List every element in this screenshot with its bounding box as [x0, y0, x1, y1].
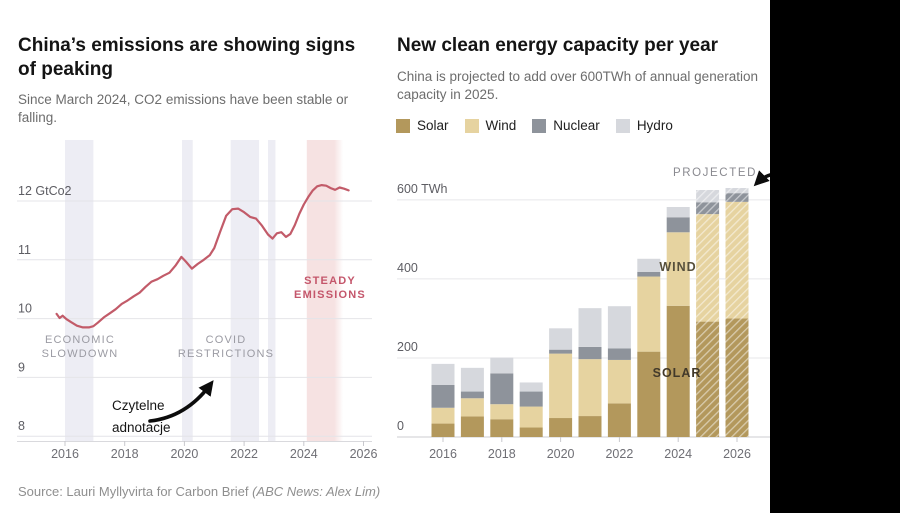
bar-segment-nuclear-2024: [666, 217, 690, 233]
x-axis-tick-label: 2020: [547, 447, 575, 461]
bar-segment-hydro-2023: [637, 258, 661, 272]
legend-swatch-wind: [464, 118, 479, 133]
bar-segment-wind-2022: [607, 359, 631, 404]
legend-item-wind: Wind: [464, 118, 517, 133]
bar-segment-wind-2016: [431, 407, 455, 424]
economic-slowdown-band: [65, 140, 94, 441]
note-arrow: [148, 380, 214, 423]
bar-segment-hydro-2017: [460, 367, 484, 392]
bar-segment-solar-2019: [519, 427, 543, 437]
y-axis-tick-label: 9: [18, 360, 25, 374]
legend-label-hydro: Hydro: [636, 118, 673, 133]
x-axis-tick-label: 2016: [51, 447, 79, 461]
covid-restrictions-label: COVID RESTRICTIONS: [178, 334, 274, 360]
bar-segment-wind-2020: [549, 353, 573, 419]
covid-band-2: [230, 140, 260, 441]
bar-segment-solar-2021: [578, 416, 602, 437]
y-axis-tick-label: 11: [18, 243, 31, 257]
x-axis-tick-label: 2026: [350, 447, 378, 461]
bar-segment-hydro-2020: [549, 328, 573, 350]
economic-slowdown-label: ECONOMIC SLOWDOWN: [42, 334, 119, 360]
bar-segment-wind-2019: [519, 406, 543, 428]
bar-segment-solar-2023: [637, 351, 661, 437]
legend-item-hydro: Hydro: [615, 118, 673, 133]
x-axis-tick-label: 2016: [429, 447, 457, 461]
bar-segment-wind-2023: [637, 276, 661, 352]
wind-segment-label: WIND: [659, 260, 696, 274]
bar-segment-nuclear-2019: [519, 391, 543, 407]
bar-segment-wind-2021: [578, 359, 602, 417]
legend-swatch-solar: [396, 118, 410, 133]
emissions-line-chart: 8 9 10 11 12 GtCo2 2016 2018 2020 2022 2024 2026 EC…: [17, 140, 378, 461]
legend-label-solar: Solar: [417, 118, 449, 133]
bar-segment-solar-2017: [460, 416, 484, 437]
bar-segment-solar-2022: [607, 403, 631, 437]
emissions-chart-header: China’s emissions are showing signs of p…: [18, 34, 378, 127]
emissions-chart-title: China’s emissions are showing signs of p…: [18, 35, 356, 80]
projected-hatch-overlay-2026: [725, 188, 749, 437]
source-note: Source: Lauri Myllyvirta for Carbon Brie…: [18, 484, 380, 499]
bar-segment-nuclear-2017: [460, 391, 484, 399]
capacity-chart-title: New clean energy capacity per year: [397, 35, 719, 56]
y-axis-tick-label: 10: [18, 302, 32, 316]
bar-segment-hydro-2016: [431, 363, 455, 385]
bar-segment-nuclear-2023: [637, 271, 661, 277]
bar-segment-solar-2016: [431, 423, 455, 437]
bar-segment-hydro-2024: [666, 206, 690, 218]
bar-segment-wind-2017: [460, 398, 484, 417]
bar-segment-hydro-2022: [607, 306, 631, 349]
x-axis-tick-label: 2026: [723, 447, 751, 461]
covid-band-1: [182, 140, 193, 441]
y-axis-tick-label: 8: [18, 419, 25, 433]
readable-annotations-note: Czytelne adnotacje: [112, 398, 171, 435]
capacity-chart-legend: Solar Wind Nuclear Hydro: [396, 118, 673, 133]
legend-label-nuclear: Nuclear: [553, 118, 600, 133]
emissions-chart-subtitle: Since March 2024, CO2 emissions have bee…: [18, 92, 349, 126]
legend-swatch-hydro: [615, 118, 630, 133]
bar-segment-hydro-2019: [519, 382, 543, 392]
x-axis-tick-label: 2022: [605, 447, 633, 461]
bar-segment-solar-2024: [666, 305, 690, 437]
bar-segment-hydro-2018: [490, 357, 514, 374]
y-axis-tick-label: 12 GtCo2: [18, 184, 72, 198]
legend-label-wind: Wind: [485, 118, 517, 133]
bar-segment-nuclear-2022: [607, 348, 631, 360]
covid-band-3: [267, 140, 276, 441]
x-axis-tick-label: 2018: [111, 447, 139, 461]
bar-segment-solar-2018: [490, 419, 514, 437]
x-axis-tick-label: 2024: [290, 447, 318, 461]
x-axis-tick-label: 2020: [170, 447, 198, 461]
solar-segment-label: SOLAR: [653, 366, 702, 380]
source-note-text: Source: Lauri Myllyvirta for Carbon Brie…: [18, 484, 253, 499]
y-axis-tick-label: 200: [397, 340, 418, 354]
capacity-chart-subtitle: China is projected to add over 600TWh of…: [397, 68, 758, 102]
y-axis-tick-label: 600 TWh: [397, 182, 448, 196]
legend-item-nuclear: Nuclear: [532, 118, 600, 133]
legend-swatch-nuclear: [532, 118, 547, 133]
x-axis-tick-label: 2022: [230, 447, 258, 461]
y-axis-tick-label: 0: [397, 419, 404, 433]
x-axis-tick-label: 2024: [664, 447, 692, 461]
black-sidebar: [770, 0, 900, 513]
bar-segment-nuclear-2021: [578, 346, 602, 360]
legend-item-solar: Solar: [396, 118, 449, 133]
emissions-line: [55, 184, 350, 329]
x-axis-tick-label: 2018: [488, 447, 516, 461]
source-note-credit: (ABC News: Alex Lim): [252, 484, 381, 499]
capacity-chart-header: New clean energy capacity per year China…: [397, 34, 762, 104]
projected-label: PROJECTED: [673, 167, 757, 179]
y-axis-tick-label: 400: [397, 261, 418, 275]
bar-segment-solar-2020: [549, 418, 573, 437]
projected-hatch-overlay-2025: [696, 190, 720, 437]
bar-segment-wind-2024: [666, 232, 690, 306]
steady-emissions-label: STEADY EMISSIONS: [294, 275, 366, 301]
bar-segment-nuclear-2016: [431, 384, 455, 408]
capacity-bar-chart: 0 200 400 600 TWh 2016 2018 2020 2022 2024 2026 PR…: [397, 167, 794, 461]
bar-segment-wind-2018: [490, 404, 514, 420]
bar-segment-nuclear-2020: [549, 349, 573, 354]
bar-segment-hydro-2021: [578, 308, 602, 347]
bar-segment-nuclear-2018: [490, 373, 514, 405]
